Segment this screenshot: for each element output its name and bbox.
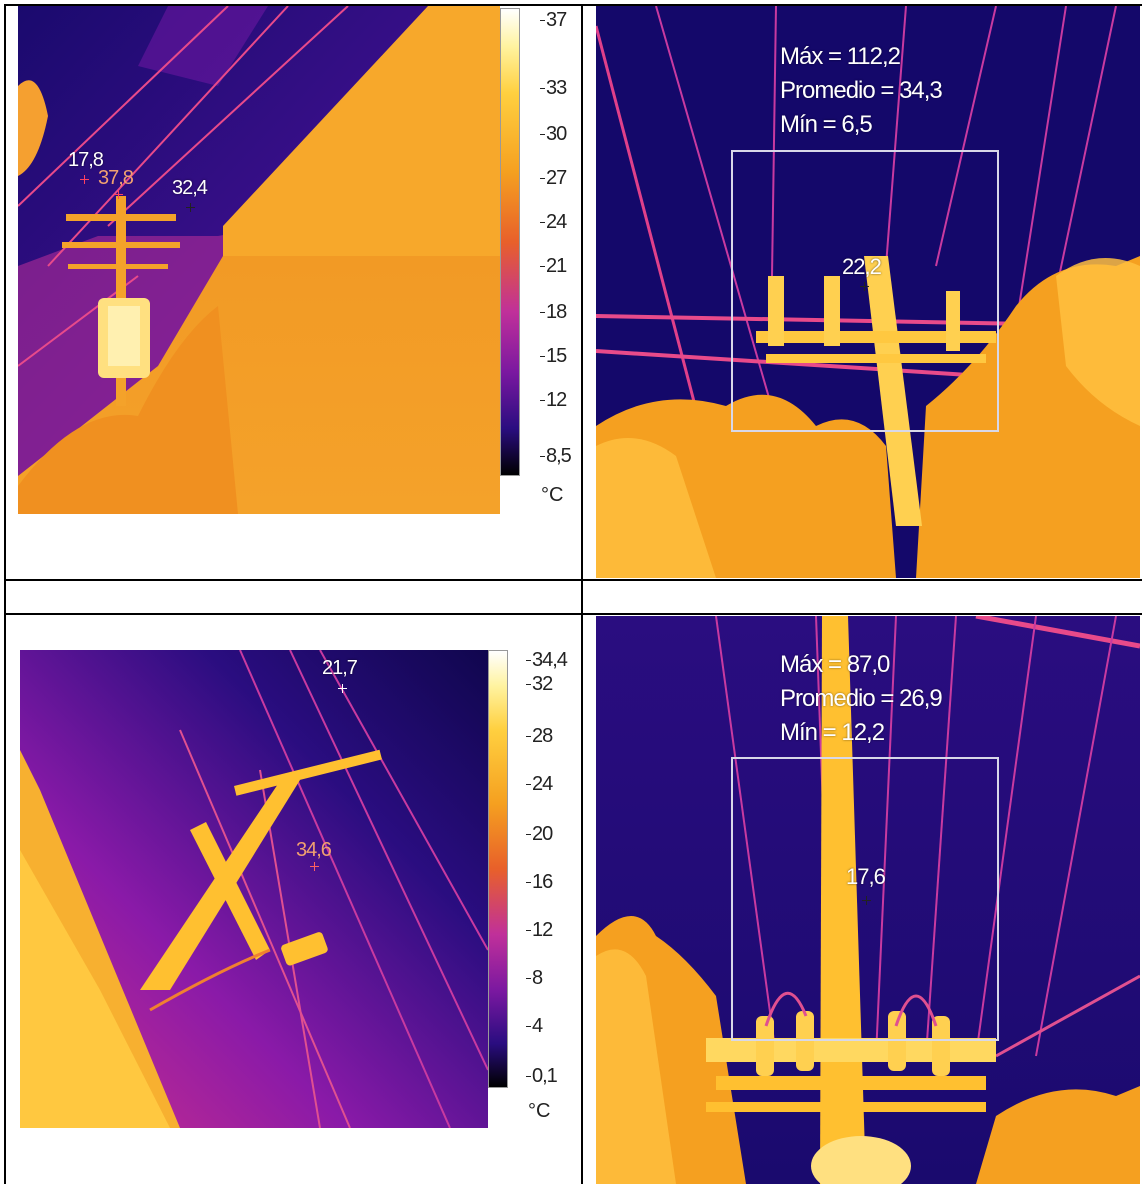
measurement-box-bottom-right	[731, 757, 999, 1041]
spot-label-top-left-1: 17,8	[68, 149, 104, 171]
scale-tick: 0,1	[526, 1065, 558, 1087]
scale-tick: 24	[539, 211, 567, 233]
stats-block-bottom-right: Máx = 87,0 Promedio = 26,9 Mín = 12,2	[780, 648, 943, 750]
stat-average: Promedio = 34,3	[780, 77, 943, 104]
thermal-image-top-right	[596, 6, 1140, 578]
spot-label-top-left-3: 32,4	[172, 177, 208, 199]
scale-tick: 20	[525, 823, 553, 845]
thermal-image-bottom-left	[20, 650, 488, 1128]
scale-tick: 32	[525, 673, 553, 695]
stat-min: Mín = 6,5	[780, 111, 873, 138]
scale-tick: 24	[525, 773, 553, 795]
measurement-box-top-right	[731, 150, 999, 432]
spot-label-bottom-left-2: 34,6	[296, 839, 332, 861]
stat-average: Promedio = 26,9	[780, 685, 943, 712]
thermal-image-top-left	[18, 6, 500, 514]
scale-tick: 30	[539, 123, 567, 145]
scale-tick: 12	[539, 389, 567, 411]
stat-max: Máx = 87,0	[780, 651, 890, 678]
scale-tick: 8	[525, 967, 543, 989]
scale-tick: 12	[525, 919, 553, 941]
scale-tick: 28	[525, 725, 553, 747]
scale-tick: 8,5	[540, 445, 572, 467]
spot-marker-top-right	[860, 282, 869, 291]
scale-tick: 15	[539, 345, 567, 367]
spot-marker-bottom-left-1	[338, 684, 347, 693]
temperature-scale-bar-top-left	[500, 8, 520, 476]
scale-tick: 18	[539, 301, 567, 323]
table-border-top	[4, 4, 1142, 6]
spot-marker-top-left-2	[114, 190, 123, 199]
spot-marker-bottom-left-2	[310, 862, 319, 871]
stat-min: Mín = 12,2	[780, 719, 885, 746]
unit-label-bottom-left: °C	[528, 1100, 551, 1122]
scale-tick: 4	[525, 1015, 543, 1037]
spot-label-top-right: 22,2	[842, 254, 882, 279]
table-border-row-2	[4, 613, 1142, 615]
scale-tick: 21	[539, 255, 567, 277]
scale-tick: 27	[539, 167, 567, 189]
stat-max: Máx = 112,2	[780, 43, 901, 70]
stats-block-top-right: Máx = 112,2 Promedio = 34,3 Mín = 6,5	[780, 40, 943, 142]
spot-label-bottom-left-1: 21,7	[322, 657, 358, 679]
spot-marker-top-left-3	[186, 203, 195, 212]
table-border-row-1	[4, 579, 1142, 581]
table-border-middle-vertical	[581, 4, 583, 1184]
temperature-scale-bar-bottom-left	[488, 650, 508, 1088]
scale-tick: 16	[525, 871, 553, 893]
spot-label-bottom-right: 17,6	[846, 864, 886, 889]
table-border-left	[4, 4, 6, 1184]
spot-marker-bottom-right	[862, 896, 871, 905]
spot-marker-top-left-1	[80, 175, 89, 184]
scale-tick: 34,4	[526, 649, 568, 671]
scale-tick: 33	[539, 77, 567, 99]
temperature-scale-labels-top-left: 37 33 30 27 24 21 18 15 12 8,5	[539, 0, 586, 480]
temperature-scale-labels-bottom-left: 34,4 32 28 24 20 16 12 8 4 0,1	[525, 644, 578, 1094]
unit-label-top-left: °C	[541, 484, 564, 506]
spot-label-top-left-2: 37,8	[98, 167, 134, 189]
scale-tick: 37	[539, 9, 567, 31]
